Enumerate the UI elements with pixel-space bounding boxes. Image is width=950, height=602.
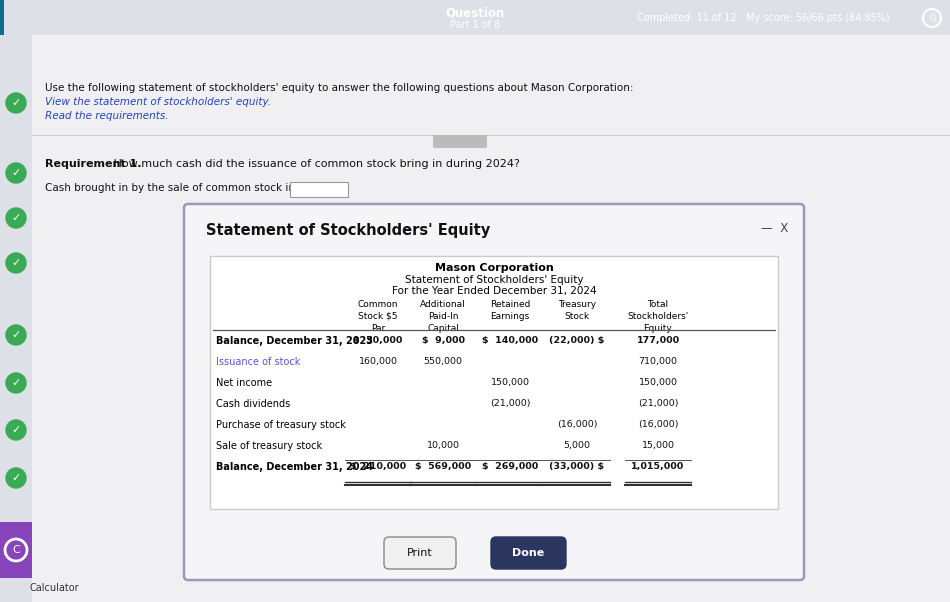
- Text: 550,000: 550,000: [424, 357, 463, 366]
- Text: Net income: Net income: [216, 378, 272, 388]
- Text: ✓: ✓: [11, 330, 21, 340]
- Text: ✓: ✓: [11, 98, 21, 108]
- Text: (21,000): (21,000): [637, 399, 678, 408]
- Text: Part 1 of 8: Part 1 of 8: [449, 20, 501, 30]
- Text: ⊙: ⊙: [928, 13, 936, 23]
- Circle shape: [6, 253, 26, 273]
- Text: Retained
Earnings: Retained Earnings: [490, 300, 530, 321]
- Text: 160,000: 160,000: [358, 357, 397, 366]
- Text: Requirement 1.: Requirement 1.: [45, 159, 142, 169]
- Text: Additional
Paid-In
Capital: Additional Paid-In Capital: [420, 300, 465, 332]
- FancyBboxPatch shape: [384, 537, 456, 569]
- Text: ✓: ✓: [11, 378, 21, 388]
- Circle shape: [6, 373, 26, 393]
- Text: Balance, December 31, 2024: Balance, December 31, 2024: [216, 462, 373, 472]
- Text: Balance, December 31, 2023: Balance, December 31, 2023: [216, 336, 373, 346]
- FancyBboxPatch shape: [184, 204, 804, 580]
- FancyBboxPatch shape: [433, 135, 487, 148]
- Text: (16,000): (16,000): [557, 420, 598, 429]
- Bar: [0, 0, 4, 35]
- FancyBboxPatch shape: [210, 256, 778, 509]
- Circle shape: [6, 93, 26, 113]
- Text: Common
Stock $5
Par: Common Stock $5 Par: [358, 300, 398, 332]
- Text: ✓: ✓: [11, 168, 21, 178]
- Text: Total
Stockholders'
Equity: Total Stockholders' Equity: [627, 300, 689, 332]
- Text: Sale of treasury stock: Sale of treasury stock: [216, 441, 322, 451]
- Text: Mason Corporation: Mason Corporation: [434, 263, 553, 273]
- Circle shape: [6, 420, 26, 440]
- Bar: [0, 522, 32, 578]
- Text: Cash dividends: Cash dividends: [216, 399, 291, 409]
- Text: 710,000: 710,000: [638, 357, 677, 366]
- Text: $  210,000: $ 210,000: [350, 462, 406, 471]
- FancyBboxPatch shape: [491, 537, 566, 569]
- Text: $  569,000: $ 569,000: [415, 462, 471, 471]
- Text: Cash brought in by the sale of common stock in 2024 =: Cash brought in by the sale of common st…: [45, 183, 336, 193]
- Text: For the Year Ended December 31, 2024: For the Year Ended December 31, 2024: [391, 286, 597, 296]
- Text: (22,000) $: (22,000) $: [549, 336, 605, 345]
- Text: Statement of Stockholders' Equity: Statement of Stockholders' Equity: [206, 223, 490, 238]
- Circle shape: [6, 325, 26, 345]
- Text: Use the following statement of stockholders' equity to answer the following ques: Use the following statement of stockhold…: [45, 83, 634, 93]
- Text: 150,000: 150,000: [490, 378, 529, 387]
- Text: C: C: [12, 545, 20, 555]
- Text: (21,000): (21,000): [490, 399, 530, 408]
- Text: Question: Question: [446, 7, 504, 19]
- Circle shape: [6, 468, 26, 488]
- Text: Calculator: Calculator: [30, 583, 80, 593]
- Text: ✓: ✓: [11, 473, 21, 483]
- Bar: [290, 182, 348, 197]
- Text: Print: Print: [408, 548, 433, 558]
- Circle shape: [6, 208, 26, 228]
- Text: Purchase of treasury stock: Purchase of treasury stock: [216, 420, 346, 430]
- Text: Statement of Stockholders' Equity: Statement of Stockholders' Equity: [405, 275, 583, 285]
- Text: ✓: ✓: [11, 258, 21, 268]
- Text: (16,000): (16,000): [637, 420, 678, 429]
- Text: ✓: ✓: [11, 213, 21, 223]
- Text: Read the requirements.: Read the requirements.: [45, 111, 168, 121]
- Text: (33,000) $: (33,000) $: [549, 462, 604, 471]
- Text: $  9,000: $ 9,000: [422, 336, 465, 345]
- Text: $  140,000: $ 140,000: [482, 336, 538, 345]
- Text: 177,000: 177,000: [636, 336, 679, 345]
- Text: Done: Done: [512, 548, 544, 558]
- Text: Issuance of stock: Issuance of stock: [216, 357, 300, 367]
- Text: 10,000: 10,000: [427, 441, 460, 450]
- Text: 150,000: 150,000: [638, 378, 677, 387]
- Text: How much cash did the issuance of common stock bring in during 2024?: How much cash did the issuance of common…: [110, 159, 520, 169]
- Text: 5,000: 5,000: [563, 441, 591, 450]
- Text: Treasury
Stock: Treasury Stock: [558, 300, 596, 321]
- Text: ✓: ✓: [11, 425, 21, 435]
- Circle shape: [6, 163, 26, 183]
- Text: $  50,000: $ 50,000: [353, 336, 403, 345]
- Text: 1,015,000: 1,015,000: [632, 462, 685, 471]
- Text: 15,000: 15,000: [641, 441, 674, 450]
- Text: Completed: 11 of 12   My score: 56/66 pts (84.85%): Completed: 11 of 12 My score: 56/66 pts …: [637, 13, 890, 23]
- Text: —  X: — X: [761, 222, 788, 235]
- Text: View the statement of stockholders' equity.: View the statement of stockholders' equi…: [45, 97, 271, 107]
- Text: $  269,000: $ 269,000: [482, 462, 538, 471]
